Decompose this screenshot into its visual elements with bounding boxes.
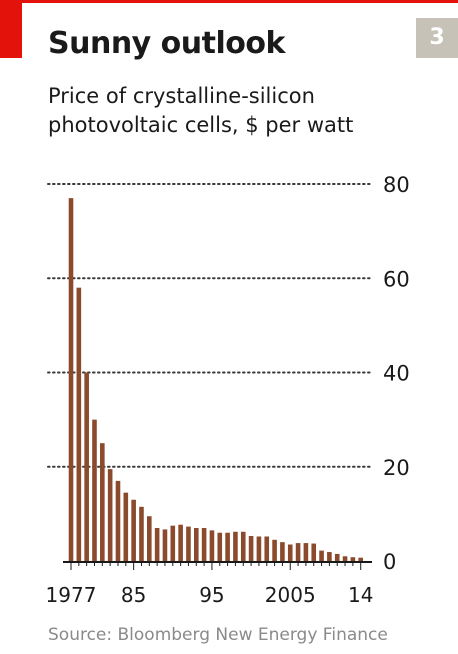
chart-title: Sunny outlook: [48, 26, 285, 61]
bar-1983: [115, 480, 121, 561]
chart-subtitle: Price of crystalline-silicon photovoltai…: [48, 82, 448, 140]
bar-1985: [131, 499, 136, 561]
bar-1999: [240, 531, 246, 561]
bar-2006: [295, 543, 301, 561]
bar-1989: [162, 529, 168, 561]
x-tick-label-2014: 14: [348, 583, 373, 607]
bar-2008: [311, 543, 317, 561]
bar-1992: [186, 526, 191, 561]
chart-source: Source: Bloomberg New Energy Finance: [48, 625, 388, 645]
bar-2011: [334, 553, 340, 561]
bar-1995: [209, 530, 215, 561]
bar-1977: [68, 198, 74, 561]
y-tick-label-80: 80: [383, 173, 410, 197]
bar-2009: [319, 550, 324, 561]
bar-2005: [287, 544, 293, 561]
bar-1981: [100, 443, 105, 561]
y-tick-labels: 0 20 40 60 80: [383, 173, 410, 574]
bar-1996: [217, 532, 223, 561]
bar-2004: [280, 542, 285, 561]
y-tick-label-40: 40: [383, 362, 410, 386]
bar-1998: [233, 531, 238, 561]
chart-number-badge: 3: [416, 18, 458, 58]
bar-1991: [178, 524, 183, 561]
x-tick-label-1995: 95: [199, 583, 224, 607]
bar-1988: [154, 528, 160, 561]
bar-2002: [264, 536, 270, 561]
bar-2000: [248, 536, 254, 561]
bar-2003: [272, 539, 277, 561]
bars: [68, 198, 364, 562]
bar-1984: [123, 492, 129, 561]
bar-1994: [201, 528, 207, 561]
y-tick-label-20: 20: [383, 456, 410, 480]
gridlines: [47, 183, 373, 468]
y-tick-label-60: 60: [383, 267, 410, 291]
bar-1990: [170, 525, 176, 561]
chart-subtitle-line-1: Price of crystalline-silicon: [48, 84, 315, 108]
x-axis: [63, 561, 372, 570]
y-tick-label-0: 0: [383, 550, 396, 574]
bar-1978: [76, 287, 82, 561]
x-tick-label-1977: 1977: [46, 583, 97, 607]
bar-2001: [256, 536, 262, 561]
bar-2012: [342, 556, 348, 561]
bar-2013: [350, 557, 356, 561]
bar-1987: [147, 516, 152, 561]
top-rule: [0, 0, 458, 3]
bar-chart: 0 20 40 60 80 1977 85 95 2005 14: [46, 173, 410, 607]
bar-2010: [327, 552, 332, 561]
x-tick-labels: 1977 85 95 2005 14: [46, 583, 374, 607]
bar-2014: [358, 557, 364, 561]
brand-red-tag: [0, 0, 22, 58]
bar-1979: [84, 372, 89, 561]
bar-1986: [139, 506, 144, 561]
chart-subtitle-line-2: photovoltaic cells, $ per watt: [48, 113, 354, 137]
bar-1982: [107, 469, 113, 561]
bar-1997: [225, 532, 230, 561]
bar-2007: [303, 543, 309, 561]
x-tick-label-2005: 2005: [265, 583, 316, 607]
bar-1993: [193, 528, 199, 561]
bar-1980: [92, 419, 97, 562]
x-tick-label-1985: 85: [121, 583, 146, 607]
